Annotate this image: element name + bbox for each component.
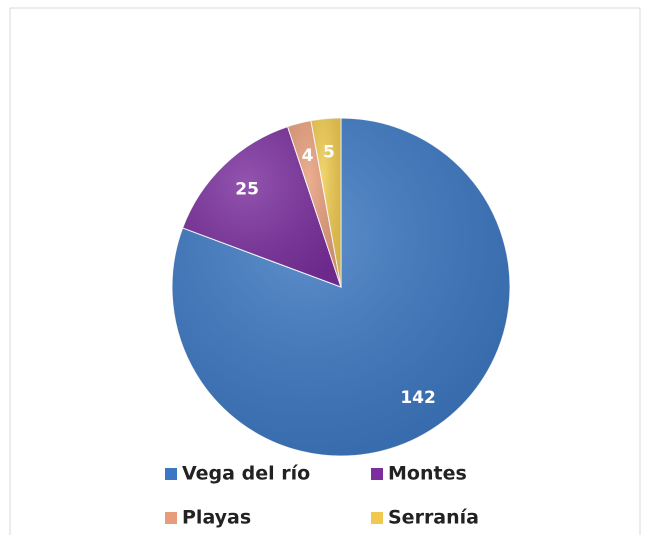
legend-label: Serranía [388,507,479,529]
legend-swatch [371,468,383,480]
data-label: 142 [400,388,436,408]
data-label: 4 [302,146,314,166]
legend-label: Montes [388,463,467,485]
data-label: 25 [235,180,259,200]
legend-swatch [371,512,383,524]
data-label: 5 [323,142,335,162]
slice-shade [310,118,341,287]
slice-shade [287,120,341,287]
legend-swatch [165,468,177,480]
legend-swatch [165,512,177,524]
slice-shade [182,126,341,287]
legend-label: Playas [182,507,251,529]
legend-label: Vega del río [182,463,310,485]
